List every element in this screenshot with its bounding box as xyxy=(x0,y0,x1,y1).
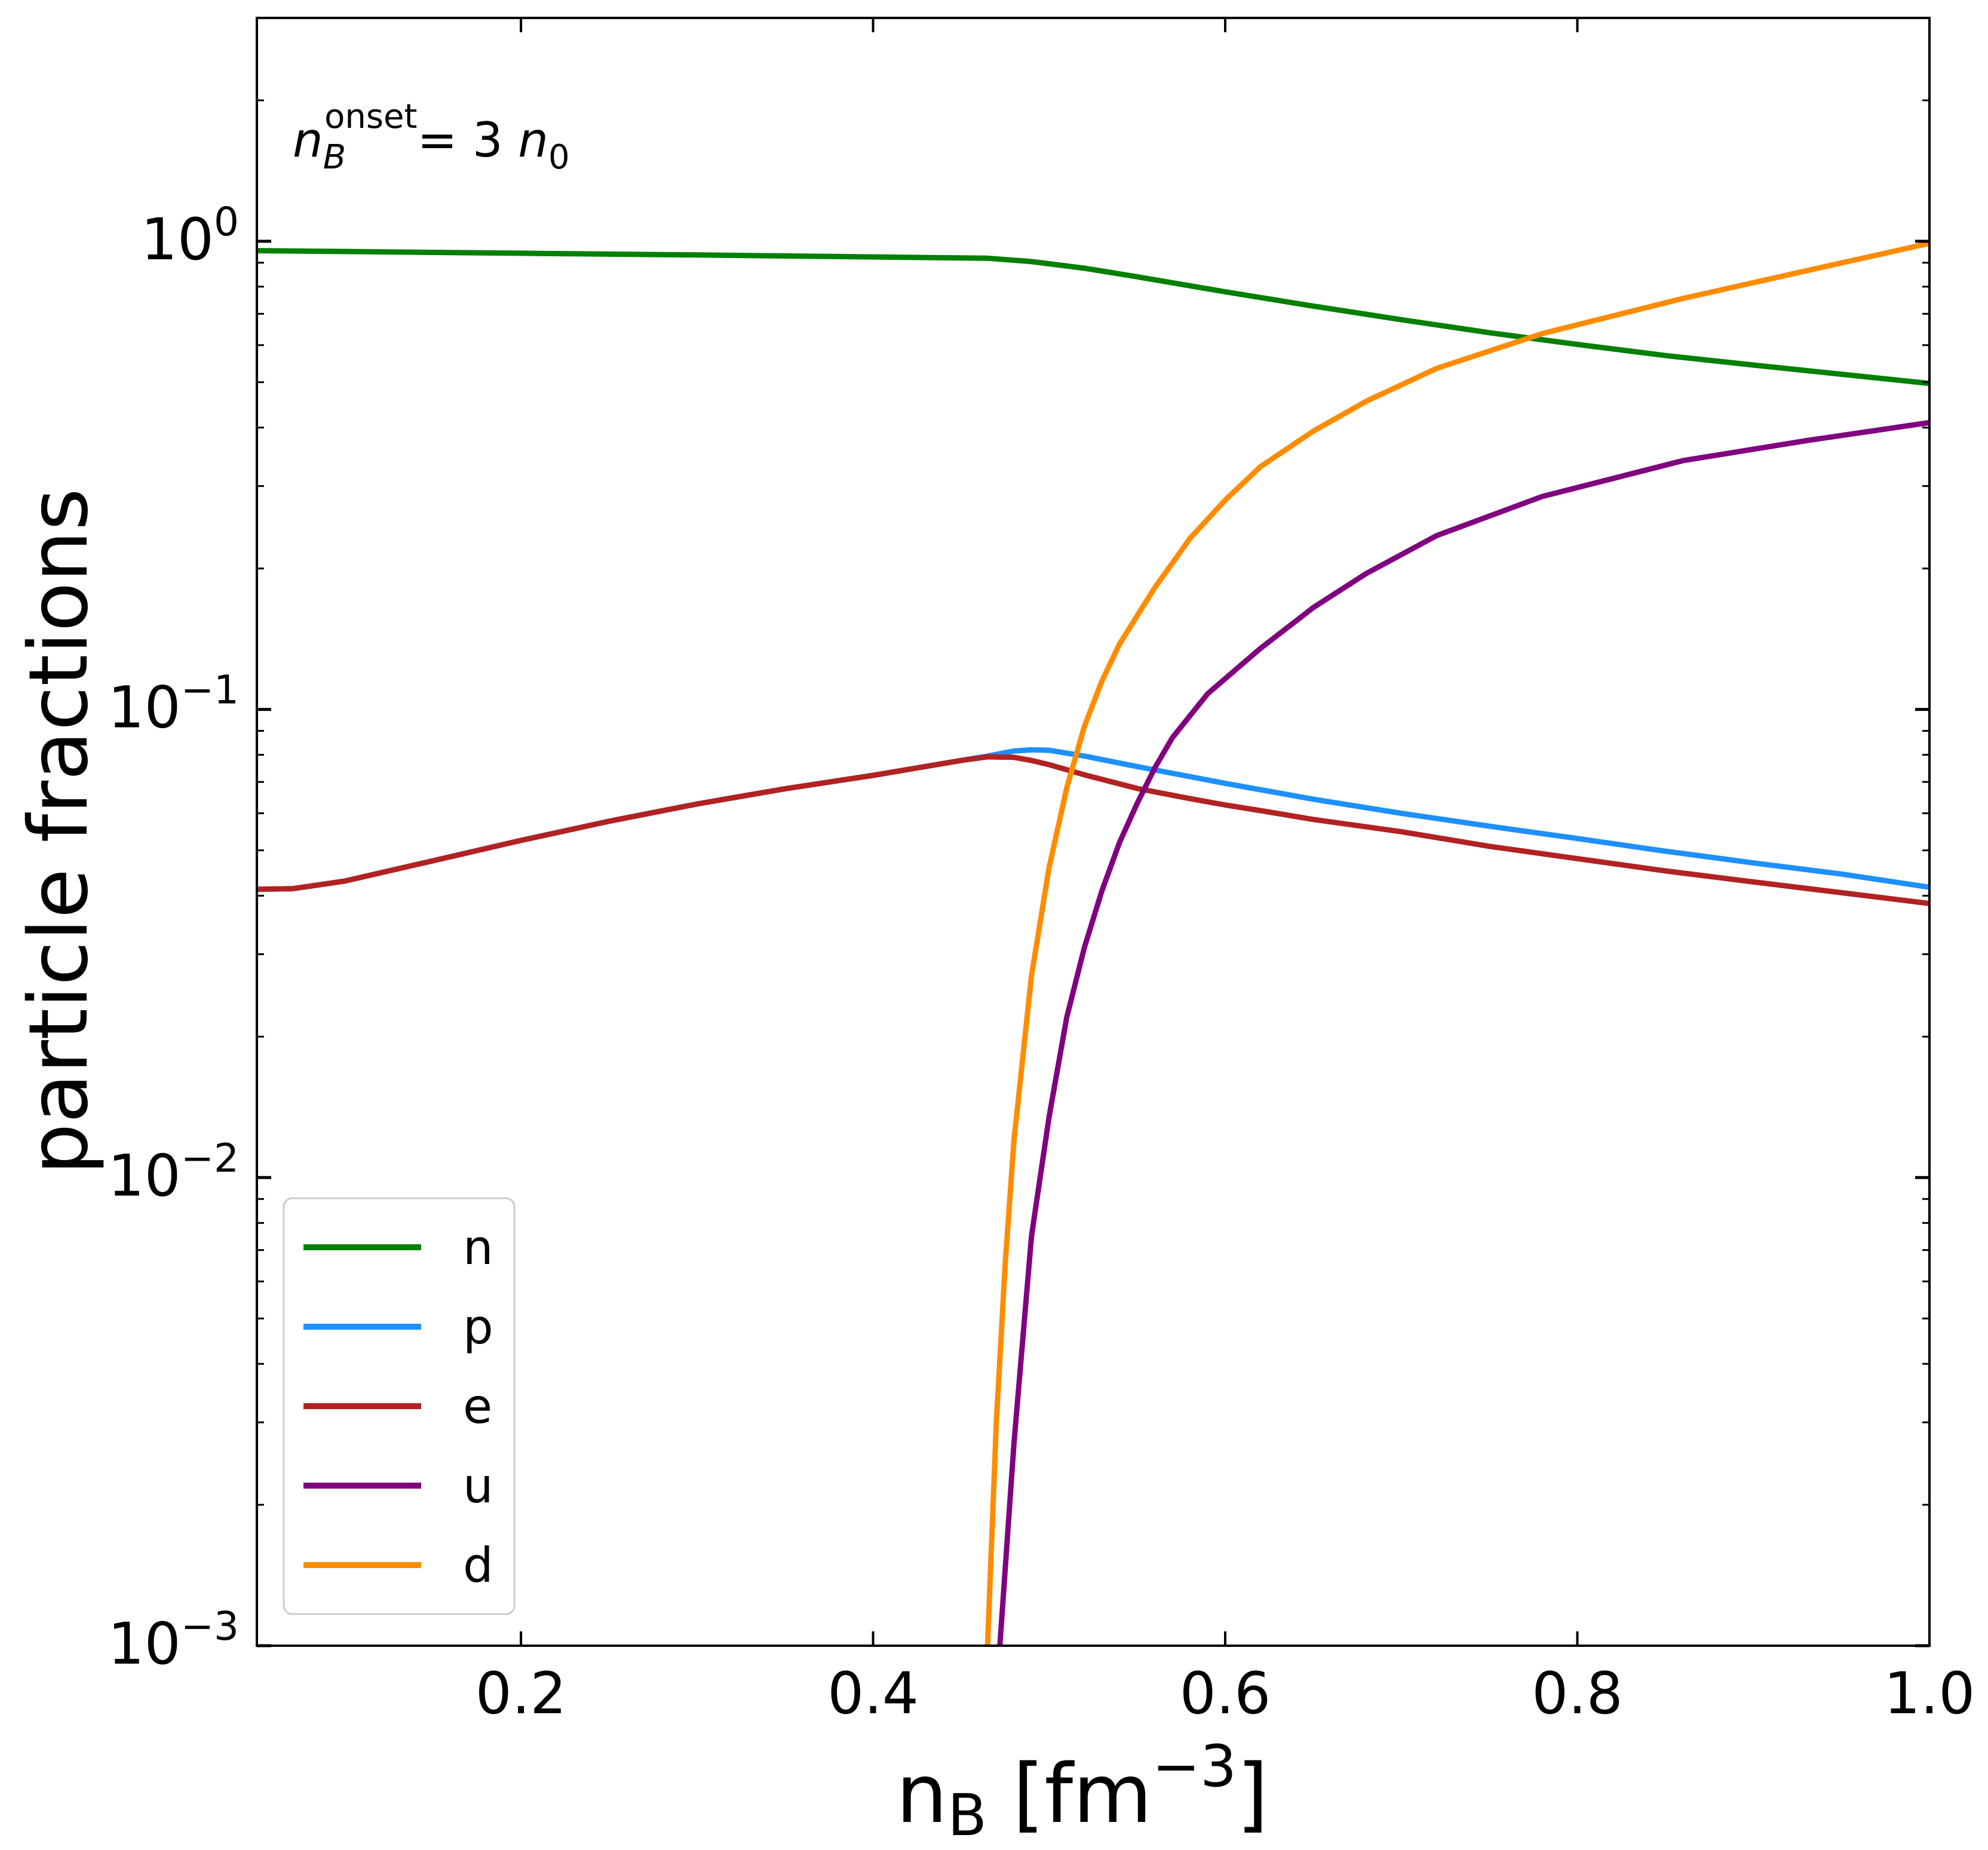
y-tick-label: 10−2 xyxy=(108,1135,239,1209)
x-axis-label: nB [fm−3] xyxy=(896,1733,1268,1849)
annotation-sub: B xyxy=(323,138,346,177)
x-axis-label-close: ] xyxy=(1237,1747,1268,1842)
x-tick-label: 0.6 xyxy=(1180,1660,1271,1727)
annotation-equals: = 3 xyxy=(417,112,518,168)
legend-label-n: n xyxy=(463,1220,493,1275)
x-axis-label-exponent: −3 xyxy=(1152,1733,1237,1800)
series-line-u xyxy=(997,419,1929,1646)
y-tick-label: 10−1 xyxy=(108,667,239,741)
annotation-n0: n xyxy=(518,112,548,168)
x-axis-label-sub: B xyxy=(947,1782,987,1849)
legend-label-u: u xyxy=(463,1458,493,1514)
x-tick-label: 0.8 xyxy=(1532,1660,1623,1727)
plot-frame xyxy=(256,17,1931,1647)
series-line-d xyxy=(984,240,1929,1646)
y-axis-ticks: 100 10−1 10−2 10−3 xyxy=(108,199,1929,1677)
series-line-e xyxy=(257,754,1929,906)
annotation-n: n xyxy=(293,112,323,168)
series-line-n xyxy=(257,248,1929,386)
y-axis-label: particle fractions xyxy=(12,488,106,1174)
plot-area xyxy=(257,18,1929,1646)
y-tick-label: 100 xyxy=(141,199,239,273)
legend-label-p: p xyxy=(463,1299,493,1355)
series-layer xyxy=(257,240,1929,1646)
x-axis-label-unit: [fm xyxy=(987,1747,1152,1842)
x-axis-label-base: n xyxy=(896,1747,947,1842)
x-tick-label: 0.4 xyxy=(827,1660,919,1727)
x-tick-label: 1.0 xyxy=(1884,1660,1975,1727)
x-tick-label: 0.2 xyxy=(475,1660,567,1727)
x-axis-ticks: 0.2 0.4 0.6 0.8 1.0 xyxy=(475,18,1975,1727)
y-tick-label: 10−3 xyxy=(108,1603,239,1677)
legend-label-e: e xyxy=(463,1379,492,1434)
annotation-sup: onset xyxy=(324,97,417,136)
annotation-n0-sub: 0 xyxy=(548,138,570,177)
onset-annotation: nBonset= 3 n0 xyxy=(293,97,570,177)
legend-label-d: d xyxy=(463,1538,493,1593)
